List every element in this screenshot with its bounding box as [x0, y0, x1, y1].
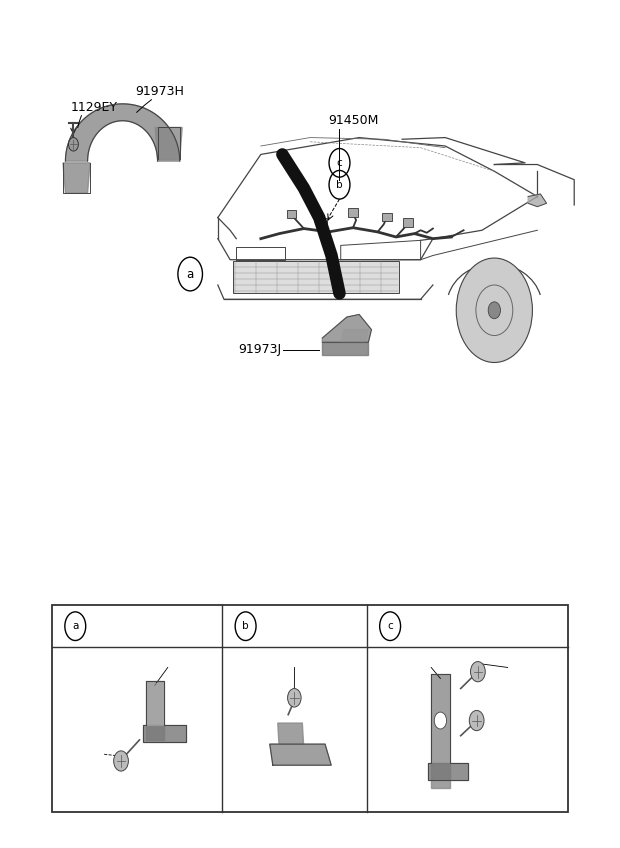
Polygon shape [146, 681, 164, 740]
Polygon shape [278, 723, 304, 745]
Polygon shape [528, 194, 547, 207]
Polygon shape [63, 163, 90, 193]
Text: a: a [72, 622, 79, 631]
Polygon shape [155, 127, 182, 159]
Circle shape [471, 661, 485, 682]
Bar [286, 210, 296, 219]
Circle shape [288, 689, 301, 707]
Text: 91973J: 91973J [239, 343, 281, 356]
Circle shape [488, 302, 500, 319]
Text: 1129EY: 1129EY [70, 101, 117, 114]
Text: 91931S  1140AT: 91931S 1140AT [422, 666, 513, 676]
Bar [404, 219, 413, 227]
Text: b: b [336, 180, 343, 190]
Text: 91973H: 91973H [135, 85, 184, 98]
Circle shape [434, 712, 446, 729]
Polygon shape [428, 762, 468, 779]
Bar [348, 209, 358, 217]
Bar [317, 219, 327, 227]
Polygon shape [147, 683, 163, 725]
Polygon shape [341, 330, 368, 343]
Text: 91932N: 91932N [153, 666, 197, 676]
Text: a: a [187, 268, 194, 281]
Text: c: c [388, 622, 393, 631]
Polygon shape [322, 315, 371, 343]
Text: b: b [242, 622, 249, 631]
Circle shape [456, 258, 533, 362]
Polygon shape [66, 104, 180, 161]
Bar [52, 605, 568, 812]
Circle shape [113, 750, 128, 771]
Bar [382, 213, 392, 221]
Text: 1140AT: 1140AT [273, 666, 316, 676]
Text: 1140AT: 1140AT [64, 750, 106, 759]
Circle shape [469, 711, 484, 731]
Polygon shape [143, 725, 185, 742]
Circle shape [69, 137, 78, 151]
Text: c: c [337, 158, 342, 168]
Text: 91450M: 91450M [329, 114, 379, 127]
Polygon shape [431, 674, 450, 788]
Bar [233, 261, 399, 293]
Polygon shape [322, 343, 368, 355]
Polygon shape [270, 745, 331, 765]
